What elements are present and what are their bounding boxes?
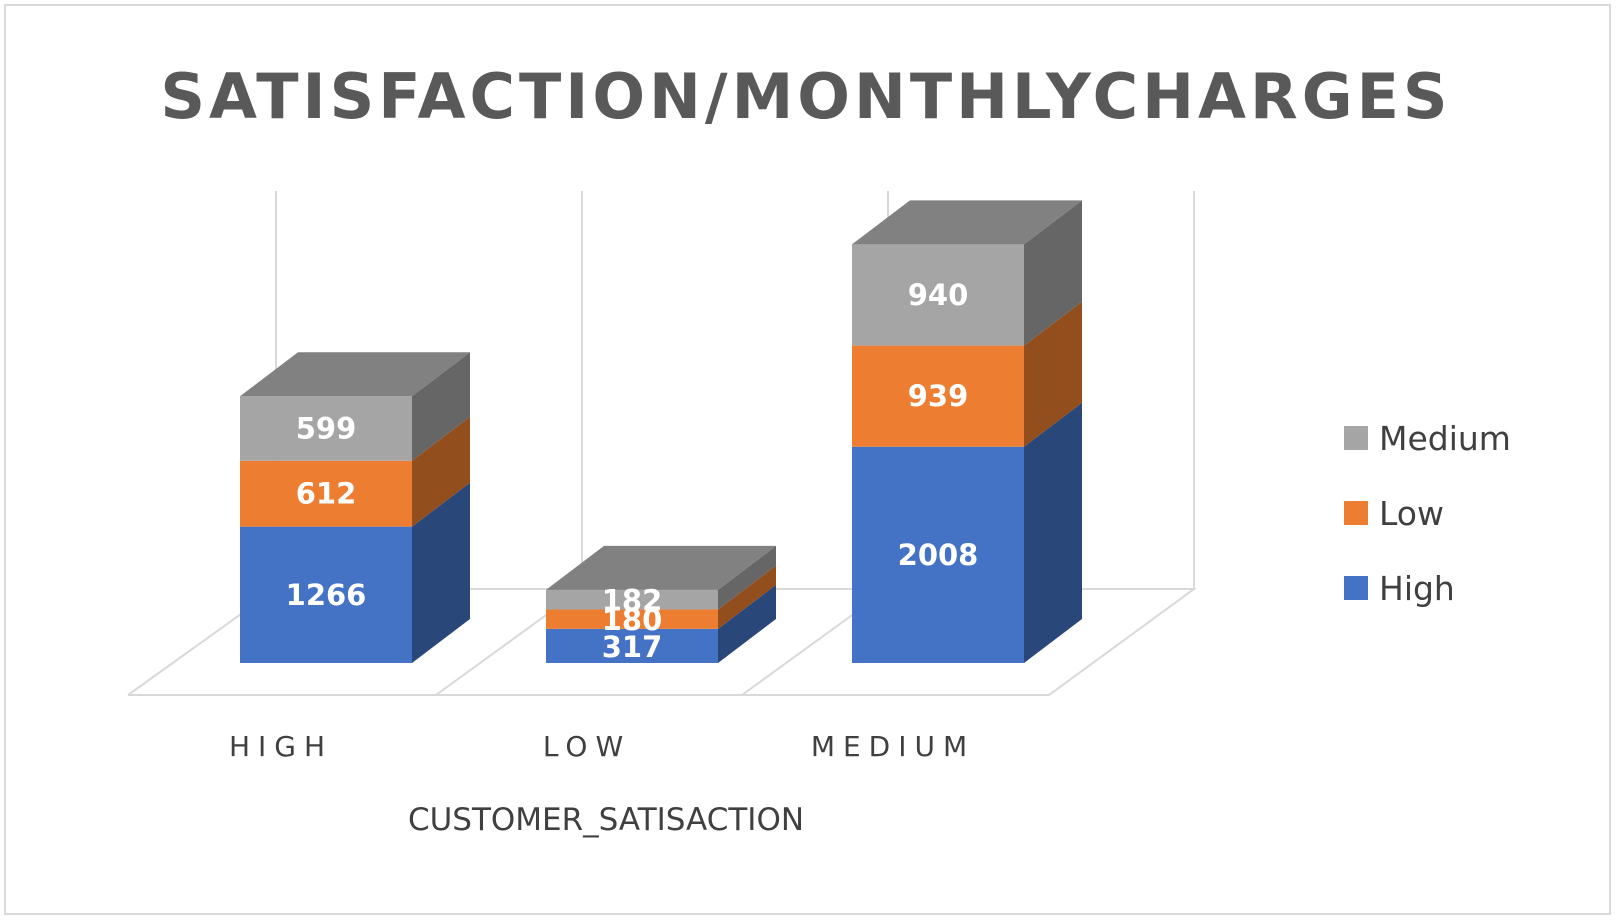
category-label-high: HIGH	[229, 730, 333, 763]
data-label-medium-high: 2008	[898, 538, 979, 572]
legend-swatch-low	[1344, 501, 1368, 525]
data-label-high-low: 612	[296, 477, 357, 511]
legend-swatch-medium	[1344, 426, 1368, 450]
chart-title: SATISFACTION/MONTHLYCHARGES	[160, 60, 1451, 133]
data-label-high-high: 1266	[286, 578, 367, 612]
category-label-medium: MEDIUM	[811, 730, 975, 763]
data-label-high-medium: 599	[296, 411, 357, 445]
chart-canvas: SATISFACTION/MONTHLYCHARGES 126661259931…	[6, 6, 1613, 917]
data-label-medium-medium: 940	[908, 278, 969, 312]
chart-legend: Medium Low High	[1344, 419, 1511, 608]
legend-label-low: Low	[1379, 494, 1444, 533]
legend-swatch-high	[1344, 576, 1368, 600]
bar-side-medium-high	[1024, 403, 1082, 663]
data-label-medium-low: 939	[908, 379, 969, 413]
chart-category-axis: HIGH LOW MEDIUM	[229, 730, 975, 763]
chart-frame: SATISFACTION/MONTHLYCHARGES 1266 612 599 31…	[4, 4, 1611, 915]
x-axis-title: CUSTOMER_SATISACTION	[408, 802, 804, 838]
legend-label-medium: Medium	[1379, 419, 1511, 458]
data-label-low-medium: 182	[602, 584, 663, 618]
legend-label-high: High	[1379, 569, 1455, 608]
category-label-low: LOW	[543, 730, 631, 763]
